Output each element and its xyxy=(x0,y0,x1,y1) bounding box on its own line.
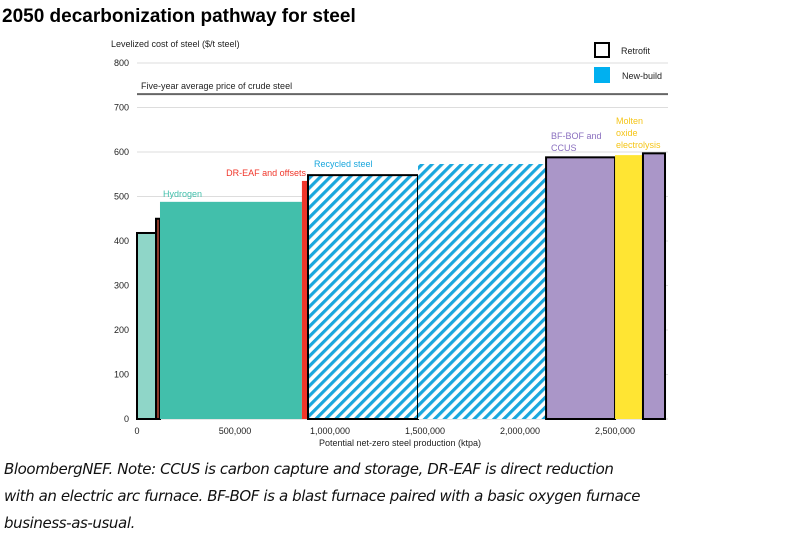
bar xyxy=(301,180,308,419)
y-axis-label: Levelized cost of steel ($/t steel) xyxy=(111,39,240,49)
x-tick-label: 2,000,000 xyxy=(500,426,540,436)
x-tick-label: 1,500,000 xyxy=(405,426,445,436)
bar xyxy=(615,155,643,420)
legend-label-retrofit: Retrofit xyxy=(621,46,651,56)
legend-label-new-build: New-build xyxy=(622,71,662,81)
y-tick-label: 0 xyxy=(124,414,129,424)
caption-line: with an electric arc furnace. BF-BOF is … xyxy=(4,487,641,505)
x-tick-label: 0 xyxy=(134,426,139,436)
x-tick-label: 500,000 xyxy=(219,426,252,436)
y-tick-label: 500 xyxy=(114,192,129,202)
y-tick-label: 600 xyxy=(114,147,129,157)
y-tick-label: 700 xyxy=(114,103,129,113)
caption-line: business-as-usual. xyxy=(4,514,135,532)
bar-label: Recycled steel xyxy=(314,159,373,169)
chart: Levelized cost of steel ($/t steel) Pote… xyxy=(111,39,668,448)
legend-swatch-new-build xyxy=(594,67,610,83)
y-tick-label: 100 xyxy=(114,370,129,380)
y-tick-label: 400 xyxy=(114,236,129,246)
bar xyxy=(155,217,161,420)
caption: BloombergNEF. Note: CCUS is carbon captu… xyxy=(4,456,794,537)
x-axis-label: Potential net-zero steel production (ktp… xyxy=(319,438,481,448)
x-tick-label: 2,500,000 xyxy=(595,426,635,436)
bar xyxy=(641,152,667,421)
reference-line-label: Five-year average price of crude steel xyxy=(141,81,292,91)
legend-swatch-retrofit xyxy=(594,42,610,58)
bar-label: DR-EAF and offsets xyxy=(226,168,306,178)
bar xyxy=(418,164,547,419)
caption-line: BloombergNEF. Note: CCUS is carbon captu… xyxy=(4,460,614,478)
y-tick-label: 200 xyxy=(114,325,129,335)
bar xyxy=(136,231,157,420)
x-tick-label: 1,000,000 xyxy=(310,426,350,436)
y-tick-label: 800 xyxy=(114,58,129,68)
y-tick-label: 300 xyxy=(114,281,129,291)
bar-label: BF-BOF and CCUS xyxy=(551,131,602,153)
bar xyxy=(159,201,302,419)
bar-label: Molten oxide electrolysis xyxy=(616,116,661,150)
bar xyxy=(545,156,617,420)
bar xyxy=(307,174,420,420)
legend: Retrofit New-build xyxy=(594,42,662,83)
bar-label: Hydrogen xyxy=(163,189,202,199)
chart-title: 2050 decarbonization pathway for steel xyxy=(2,6,356,27)
